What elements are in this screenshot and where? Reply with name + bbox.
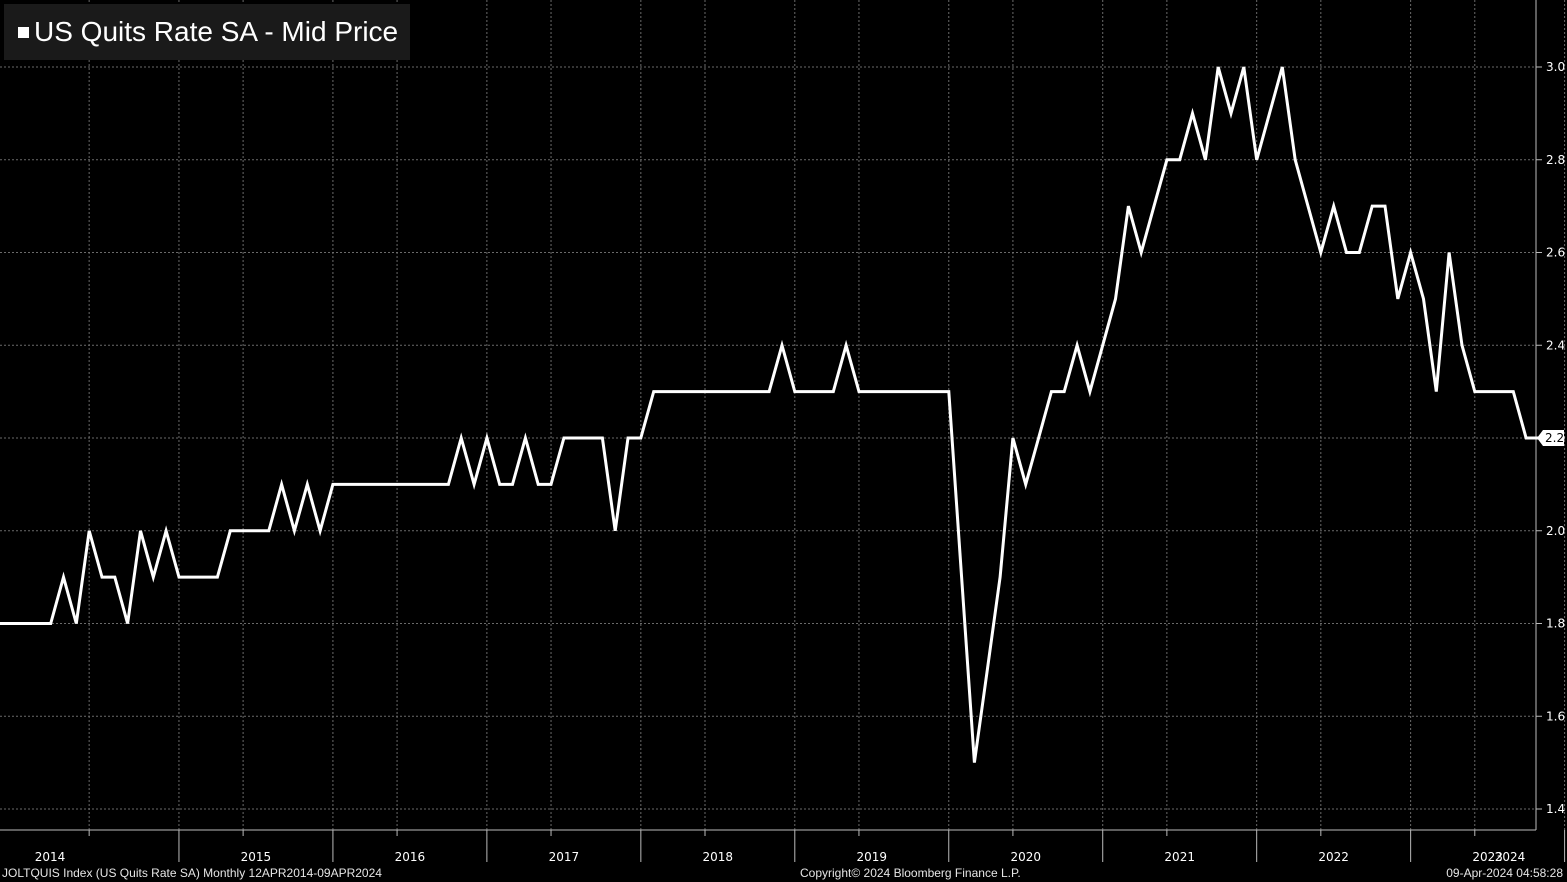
- y-tick-label: 1.8: [1546, 617, 1565, 631]
- series-layer: [0, 66, 1565, 763]
- legend-label: US Quits Rate SA - Mid Price: [34, 16, 399, 47]
- x-tick-label: 2019: [857, 850, 888, 864]
- gridlines: [0, 0, 1566, 830]
- y-axis-ticks: 1.4 1.6 1.8 2.0 2.4 2.6 2.8 3.0: [1536, 60, 1565, 816]
- legend: US Quits Rate SA - Mid Price: [4, 4, 411, 60]
- legend-swatch: [18, 26, 29, 38]
- x-tick-label: 2015: [241, 850, 272, 864]
- series-line: [0, 66, 1565, 763]
- y-tick-label: 2.8: [1546, 153, 1565, 167]
- footer-security-info: JOLTQUIS Index (US Quits Rate SA) Monthl…: [2, 866, 382, 880]
- y-tick-label: 2.6: [1546, 246, 1565, 260]
- axes: [0, 0, 1537, 831]
- x-tick-label: 2024: [1495, 850, 1526, 864]
- y-tick-label: 1.4: [1546, 802, 1565, 816]
- last-value-marker: 2.2: [1537, 430, 1564, 446]
- footer-timestamp: 09-Apr-2024 04:58:28: [1446, 866, 1563, 880]
- x-tick-label: 2014: [35, 850, 66, 864]
- last-value-badge: [1537, 430, 1564, 446]
- last-value-label: 2.2: [1545, 431, 1564, 445]
- y-tick-label: 1.6: [1546, 709, 1565, 723]
- y-tick-label: 2.0: [1546, 524, 1565, 538]
- x-tick-label: 2021: [1164, 850, 1195, 864]
- x-axis-ticks: 2014 2015 2016 2017 2018 2019 2020 2021 2022 2023…: [35, 830, 1566, 864]
- x-tick-label: 2016: [395, 850, 426, 864]
- x-tick-label: 2020: [1010, 850, 1041, 864]
- x-tick-label: 2017: [549, 850, 580, 864]
- y-tick-label: 3.0: [1546, 60, 1565, 74]
- x-tick-label: 2018: [703, 850, 734, 864]
- x-tick-label: 2023: [1472, 850, 1503, 864]
- x-tick-label: 2022: [1318, 850, 1349, 864]
- footer-copyright: Copyright© 2024 Bloomberg Finance L.P.: [800, 866, 1021, 880]
- y-tick-label: 2.4: [1546, 338, 1565, 352]
